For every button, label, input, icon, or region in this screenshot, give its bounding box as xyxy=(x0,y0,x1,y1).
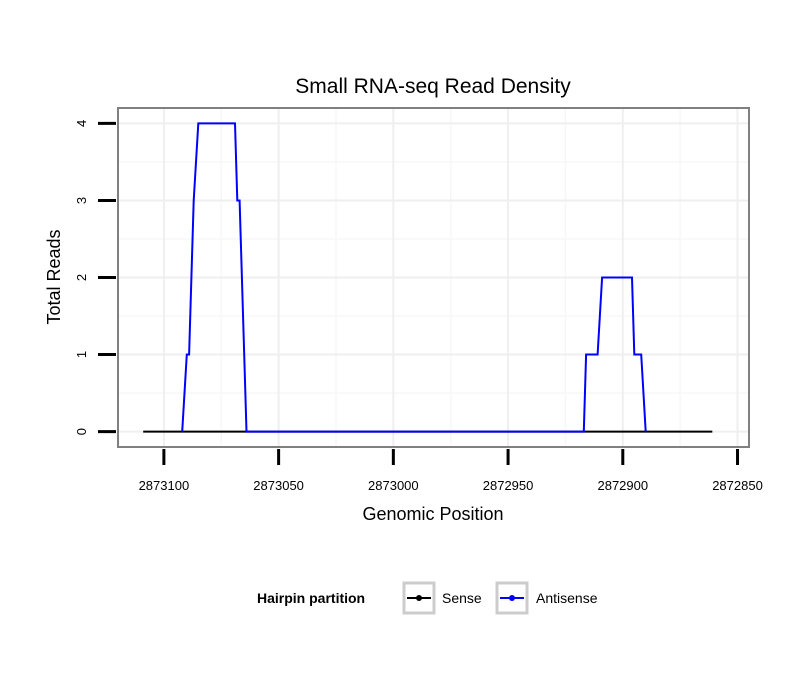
y-axis-label: Total Reads xyxy=(44,229,64,324)
legend-label-sense: Sense xyxy=(442,590,482,606)
series-line-antisense xyxy=(181,122,647,433)
y-tick-label: 1 xyxy=(74,351,89,358)
y-tick-label: 4 xyxy=(74,120,89,127)
x-tick-label: 2872900 xyxy=(597,478,648,493)
legend: Hairpin partition Sense Antisense xyxy=(257,581,598,615)
x-tick-label: 2873050 xyxy=(253,478,304,493)
x-axis-label: Genomic Position xyxy=(362,504,503,524)
legend-item-antisense: Antisense xyxy=(495,581,598,615)
y-axis: 0 1 2 3 4 xyxy=(74,120,116,435)
legend-item-sense: Sense xyxy=(402,581,482,615)
legend-dot-antisense xyxy=(509,595,515,601)
x-tick-label: 2872850 xyxy=(712,478,763,493)
x-tick-label: 2872950 xyxy=(483,478,534,493)
y-tick-label: 3 xyxy=(74,197,89,204)
x-tick-label: 2873000 xyxy=(368,478,419,493)
legend-dot-sense xyxy=(416,595,422,601)
series-layer xyxy=(143,122,713,433)
chart-title: Small RNA-seq Read Density xyxy=(295,75,571,98)
y-tick-label: 0 xyxy=(74,428,89,435)
plot-border xyxy=(117,107,750,448)
x-tick-label: 2873100 xyxy=(139,478,190,493)
grid-lines xyxy=(118,108,749,447)
legend-label-antisense: Antisense xyxy=(536,590,598,606)
y-tick-label: 2 xyxy=(74,274,89,281)
legend-title: Hairpin partition xyxy=(257,590,365,606)
x-axis: 2873100 2873050 2873000 2872950 2872900 28728… xyxy=(139,449,763,493)
